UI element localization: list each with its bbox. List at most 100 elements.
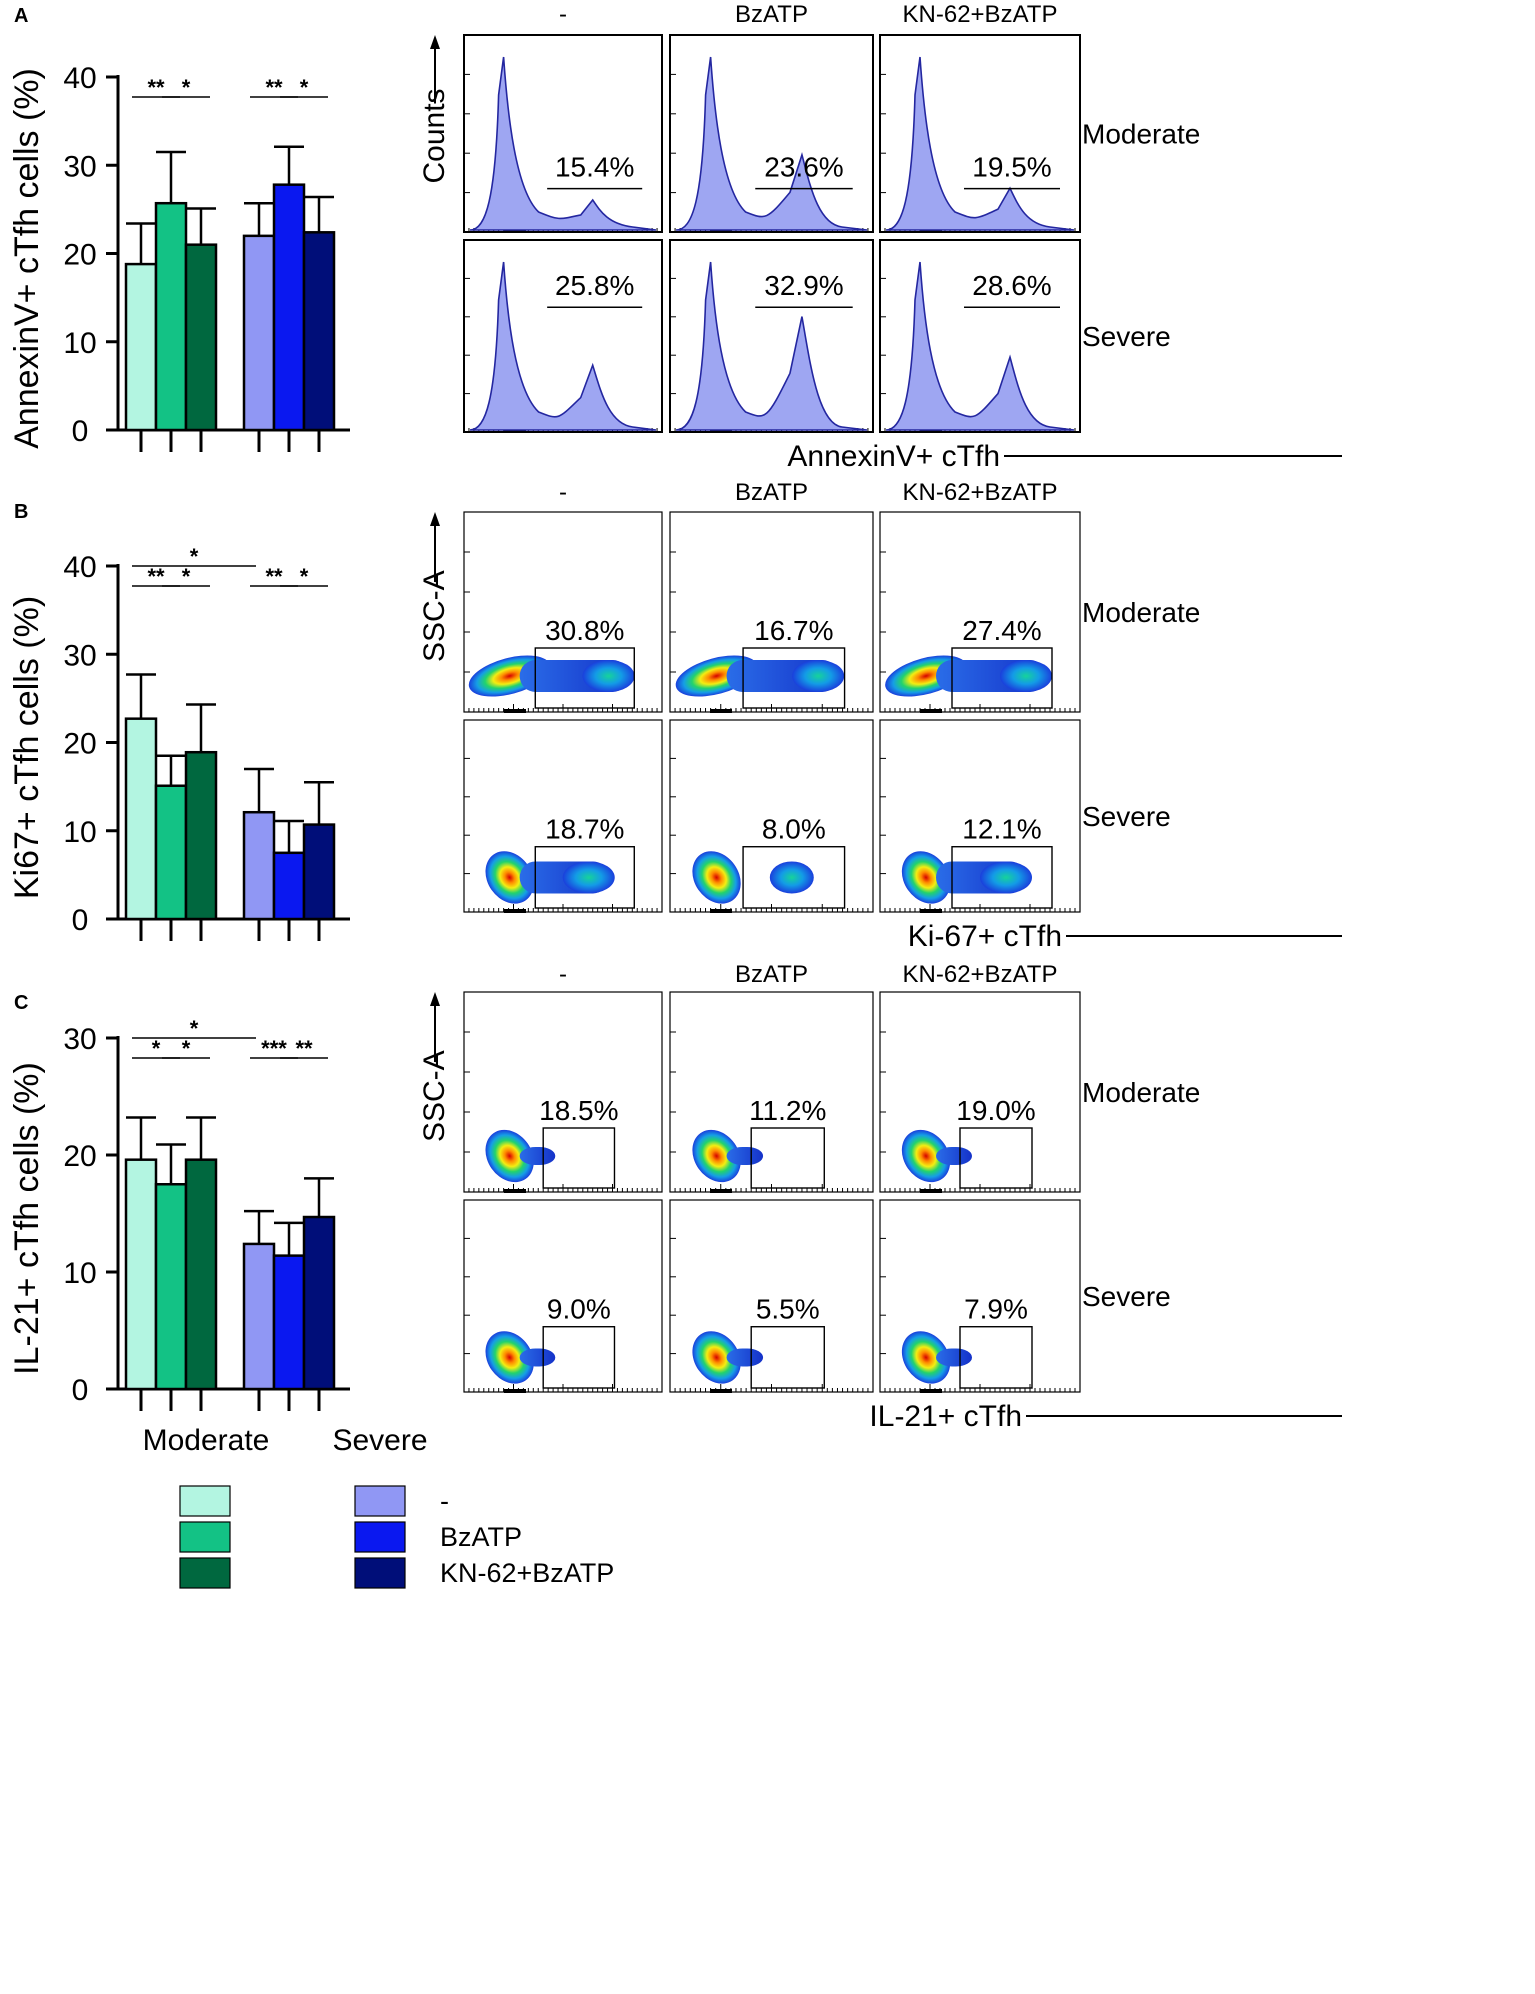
gate-percent: 5.5% — [756, 1294, 820, 1325]
bar — [154, 784, 188, 921]
density-population — [562, 861, 615, 894]
gate-percent: 16.7% — [754, 615, 833, 646]
bar — [272, 1254, 306, 1391]
row-label: Severe — [1082, 321, 1171, 352]
bar — [272, 851, 306, 921]
y-tick-label: 10 — [63, 327, 96, 360]
column-header: KN-62+BzATP — [903, 479, 1058, 506]
density-core — [692, 851, 741, 904]
column-header: BzATP — [735, 479, 808, 506]
gate-percent: 19.0% — [956, 1095, 1035, 1126]
significance-label: ** — [265, 564, 283, 589]
gate-percent: 28.6% — [972, 270, 1051, 301]
y-tick-label: 0 — [72, 904, 89, 937]
gate-percent: 18.7% — [545, 814, 624, 845]
gate-box — [542, 1326, 616, 1389]
y-tick-label: 20 — [63, 239, 96, 272]
gate-box — [750, 1326, 825, 1389]
flow-plots: - BzATP KN-62+BzATP Moderate 18.5% 11.2% 19.0%… — [418, 961, 1342, 1433]
column-header: - — [559, 479, 567, 506]
gate-percent: 19.5% — [972, 152, 1051, 183]
histogram-trace — [885, 56, 1075, 231]
bar — [184, 243, 218, 432]
density-core — [485, 1331, 534, 1384]
histogram-trace — [675, 261, 868, 431]
legend-swatch-severe — [354, 1521, 406, 1553]
significance-label: ** — [147, 75, 165, 100]
significance-label: * — [182, 1036, 191, 1061]
column-header: KN-62+BzATP — [903, 961, 1058, 988]
bar — [242, 234, 276, 432]
flow-x-axis-label: IL-21+ cTfh — [869, 1400, 1022, 1433]
histogram-trace — [885, 261, 1075, 431]
group-label-moderate: Moderate — [143, 1424, 270, 1457]
bar — [124, 1158, 158, 1391]
flow-plot: 28.6% — [879, 239, 1081, 433]
significance-label: ** — [147, 564, 165, 589]
y-tick-label: 30 — [63, 639, 96, 672]
density-population — [769, 861, 814, 894]
gate-percent: 8.0% — [762, 814, 826, 845]
significance-label: * — [300, 564, 309, 589]
gate-percent: 32.9% — [764, 270, 843, 301]
panel-letter: B — [14, 501, 28, 523]
significance-label: * — [152, 1036, 161, 1061]
bar — [302, 823, 336, 921]
flow-y-axis-label: SSC-A — [418, 1050, 451, 1142]
flow-y-arrowhead — [430, 512, 440, 526]
density-core — [692, 1129, 741, 1183]
bar — [302, 1215, 336, 1391]
flow-plot: 19.0% — [879, 991, 1081, 1193]
gate-box — [742, 846, 846, 909]
bar — [124, 717, 158, 921]
density-tail — [519, 1147, 556, 1165]
gate-percent: 18.5% — [539, 1095, 618, 1126]
bar — [154, 201, 188, 432]
y-tick-label: 40 — [63, 551, 96, 584]
gate-box — [534, 647, 635, 709]
legend-label: KN-62+BzATP — [440, 1558, 614, 1588]
gate-box — [959, 1326, 1033, 1389]
density-population — [980, 861, 1032, 894]
flow-y-arrowhead — [430, 992, 440, 1006]
y-tick-label: 40 — [63, 62, 96, 95]
significance-label: ** — [295, 1036, 313, 1061]
gate-box — [750, 1127, 825, 1189]
row-label: Moderate — [1082, 597, 1200, 628]
density-population — [792, 660, 845, 692]
y-tick-label: 20 — [63, 1140, 96, 1173]
row-label: Moderate — [1082, 119, 1200, 150]
flow-plot: 23.6% — [669, 34, 874, 233]
significance-label: *** — [261, 1036, 287, 1061]
density-core — [692, 1331, 741, 1384]
significance-label: * — [300, 75, 309, 100]
gate-box — [542, 1127, 616, 1189]
column-header: - — [559, 1, 567, 28]
significance-label: ** — [265, 75, 283, 100]
y-axis-label: AnnexinV+ cTfh cells (%) — [8, 68, 46, 449]
row-label: Severe — [1082, 801, 1171, 832]
legend-swatch-moderate — [179, 1485, 231, 1517]
y-tick-label: 30 — [63, 1023, 96, 1056]
density-core — [485, 851, 534, 904]
y-axis-label: Ki67+ cTfh cells (%) — [8, 596, 46, 899]
y-tick-label: 0 — [72, 415, 89, 448]
significance-label: * — [182, 564, 191, 589]
legend-label: BzATP — [440, 1522, 522, 1552]
density-tail — [726, 1147, 764, 1165]
y-tick-label: 0 — [72, 1374, 89, 1407]
flow-plot: 9.0% — [463, 1199, 663, 1393]
y-tick-label: 10 — [63, 1257, 96, 1290]
legend-swatch-moderate — [179, 1521, 231, 1553]
bar — [184, 1158, 218, 1391]
significance-label: * — [190, 544, 199, 569]
bar — [124, 262, 158, 432]
significance-label: * — [190, 1016, 199, 1041]
gate-box — [742, 647, 846, 709]
gate-percent: 27.4% — [962, 615, 1041, 646]
density-tail — [936, 1147, 972, 1165]
